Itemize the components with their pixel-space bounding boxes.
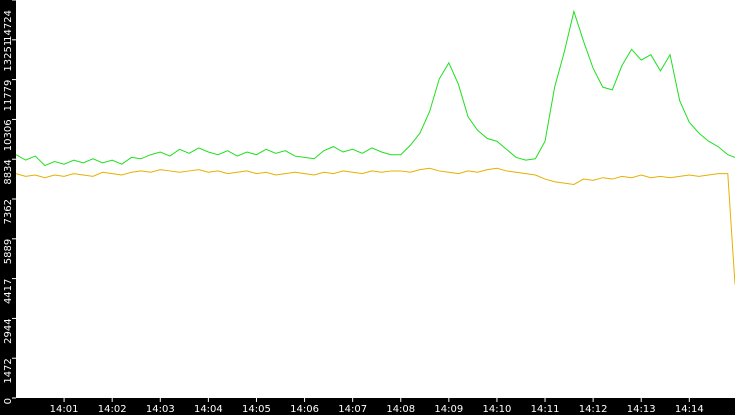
y-tick-label: 0 xyxy=(3,398,14,404)
y-tick-label: 2944 xyxy=(3,318,14,343)
series-line xyxy=(15,9,735,167)
y-tick-label: 10306 xyxy=(3,119,14,151)
x-tick-label: 14:06 xyxy=(290,404,319,415)
x-tick-label: 14:11 xyxy=(531,404,560,415)
x-tick-label: 14:05 xyxy=(242,404,271,415)
y-tick-label: 14724 xyxy=(3,10,14,42)
x-tick-label: 14:14 xyxy=(675,404,704,415)
x-tick-label: 14:13 xyxy=(627,404,656,415)
x-tick-label: 14:02 xyxy=(98,404,127,415)
y-tick-label: 1472 xyxy=(3,358,14,383)
y-axis-band xyxy=(0,0,16,415)
series-line xyxy=(15,167,735,285)
y-tick-label: 4417 xyxy=(3,279,14,304)
x-tick-label: 14:08 xyxy=(386,404,415,415)
x-tick-label: 14:01 xyxy=(50,404,79,415)
x-tick-label: 14:12 xyxy=(579,404,608,415)
x-tick-label: 14:03 xyxy=(146,404,175,415)
x-tick-label: 14:09 xyxy=(434,404,463,415)
x-tick-label: 14:04 xyxy=(194,404,223,415)
y-tick-label: 13251 xyxy=(3,40,14,72)
y-tick-label: 11779 xyxy=(3,80,14,112)
y-tick-label: 7362 xyxy=(3,199,14,224)
y-tick-label: 5889 xyxy=(3,239,14,264)
x-tick-label: 14:10 xyxy=(483,404,512,415)
x-tick-label: 14:07 xyxy=(338,404,367,415)
x-axis-band xyxy=(0,398,735,415)
y-tick-label: 8834 xyxy=(3,159,14,184)
